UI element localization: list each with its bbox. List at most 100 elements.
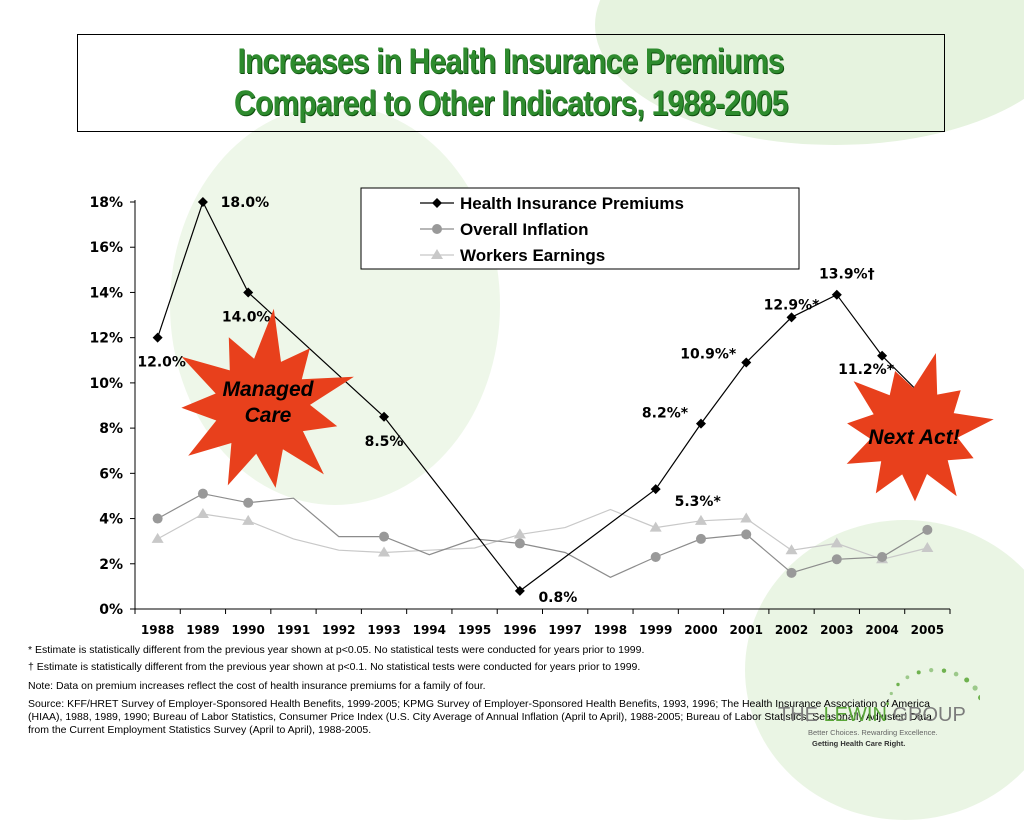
series-marker-1 xyxy=(514,538,525,549)
series-marker-1 xyxy=(922,524,933,535)
data-label: 18.0% xyxy=(221,195,270,211)
x-tick-label: 1993 xyxy=(367,623,400,637)
x-tick-label: 2005 xyxy=(911,623,944,637)
line-chart: 0% 2% 4% 6% 8% 10% 12% 14% 16% 18% 1988 1989 1990 199… xyxy=(89,187,994,637)
x-tick-label: 2004 xyxy=(865,623,898,637)
series-marker-0 xyxy=(786,312,797,323)
x-tick-label: 2000 xyxy=(684,623,717,637)
series-line-1 xyxy=(157,493,928,578)
data-label: 13.9%† xyxy=(819,267,875,283)
series-marker-0 xyxy=(243,287,254,298)
data-label: 5.3%* xyxy=(675,494,722,510)
x-tick-label: 1997 xyxy=(548,623,581,637)
x-tick-label: 1999 xyxy=(639,623,672,637)
logo-dot xyxy=(886,702,890,706)
series-marker-2 xyxy=(242,514,255,525)
y-tick-label: 8% xyxy=(99,421,123,437)
series-marker-2 xyxy=(694,514,707,525)
data-label: 10.9%* xyxy=(680,347,737,363)
data-label: 8.5% xyxy=(365,434,404,450)
series-marker-1 xyxy=(650,551,661,562)
series-marker-0 xyxy=(514,585,525,596)
logo-dot xyxy=(896,682,900,687)
y-tick-label: 4% xyxy=(99,512,123,528)
x-tick-label: 2002 xyxy=(775,623,808,637)
logo-name-end: GROUP xyxy=(886,704,966,726)
x-tick-label: 1991 xyxy=(277,623,310,637)
x-tick-label: 1988 xyxy=(141,623,174,637)
managed-care-label: Managed xyxy=(222,378,314,401)
x-tick-label: 1990 xyxy=(231,623,264,637)
series-marker-0 xyxy=(152,332,163,343)
series-marker-2 xyxy=(830,537,843,548)
logo-wordmark: THE LEWIN GROUP xyxy=(778,704,966,727)
managed-care-label: Care xyxy=(245,404,292,427)
legend-label: Overall Inflation xyxy=(460,220,588,239)
y-tick-label: 18% xyxy=(89,195,123,211)
series-marker-0 xyxy=(695,418,706,429)
footnote-dagger: † Estimate is statistically different fr… xyxy=(28,661,641,673)
data-label: 12.9%* xyxy=(764,297,821,313)
legend-marker xyxy=(431,249,443,259)
next-act-starburst-icon xyxy=(846,353,994,502)
logo-tagline-1: Better Choices. Rewarding Excellence. xyxy=(808,728,938,737)
data-label: 8.2%* xyxy=(642,406,689,422)
y-tick-label: 6% xyxy=(99,466,123,482)
logo-dot xyxy=(972,685,978,691)
x-tick-label: 1994 xyxy=(413,623,446,637)
logo-dot xyxy=(978,694,980,701)
logo-dot xyxy=(941,668,947,673)
series-marker-2 xyxy=(378,546,391,557)
y-tick-label: 10% xyxy=(89,376,123,392)
data-label: 12.0% xyxy=(137,355,186,371)
y-tick-label: 0% xyxy=(99,602,123,618)
next-act-label: Next Act! xyxy=(868,426,959,449)
logo-dot xyxy=(916,670,921,675)
series-line-0 xyxy=(157,200,928,592)
series-marker-0 xyxy=(831,289,842,300)
series-marker-1 xyxy=(197,488,208,499)
logo-name-start: THE xyxy=(778,704,824,726)
legend-marker xyxy=(432,224,442,234)
series-marker-0 xyxy=(379,411,390,422)
y-tick-label: 12% xyxy=(89,331,123,347)
x-tick-label: 1989 xyxy=(186,623,219,637)
series-marker-1 xyxy=(152,513,163,524)
source-citation: Source: KFF/HRET Survey of Employer-Spon… xyxy=(28,698,932,736)
series-marker-1 xyxy=(379,531,390,542)
logo-tagline-2: Getting Health Care Right. xyxy=(812,739,906,748)
series-marker-1 xyxy=(741,529,752,540)
series-marker-2 xyxy=(785,544,798,555)
footnote-note: Note: Data on premium increases reflect … xyxy=(28,680,486,692)
legend-label: Workers Earnings xyxy=(460,246,605,265)
logo-dot xyxy=(889,691,893,696)
series-marker-2 xyxy=(740,512,753,523)
footnote-star: * Estimate is statistically different fr… xyxy=(28,644,645,656)
x-tick-label: 1992 xyxy=(322,623,355,637)
data-label: 0.8% xyxy=(538,590,577,606)
series-line-2 xyxy=(157,508,928,560)
series-marker-0 xyxy=(197,197,208,207)
series-marker-0 xyxy=(741,357,752,368)
x-tick-label: 1998 xyxy=(594,623,627,637)
logo-dot xyxy=(905,675,910,680)
series-marker-1 xyxy=(243,497,254,508)
y-tick-label: 14% xyxy=(89,285,123,301)
series-marker-2 xyxy=(921,541,934,552)
series-marker-1 xyxy=(786,567,797,578)
company-logo: THE LEWIN GROUP Better Choices. Rewardin… xyxy=(778,700,978,750)
logo-name-accent: LEWIN xyxy=(823,704,887,726)
series-marker-1 xyxy=(695,533,706,544)
series-marker-1 xyxy=(831,554,842,565)
data-label: 14.0% xyxy=(222,309,271,325)
managed-care-starburst-icon xyxy=(181,308,354,488)
slide-title-box: Increases in Health Insurance Premiums C… xyxy=(77,34,945,132)
x-tick-label: 1995 xyxy=(458,623,491,637)
series-marker-0 xyxy=(877,350,888,361)
x-tick-label: 2001 xyxy=(730,623,763,637)
series-marker-1 xyxy=(877,551,888,562)
logo-dots-icon xyxy=(886,668,980,706)
x-tick-label: 1996 xyxy=(503,623,536,637)
logo-dot xyxy=(964,677,970,683)
series-marker-2 xyxy=(649,521,662,532)
